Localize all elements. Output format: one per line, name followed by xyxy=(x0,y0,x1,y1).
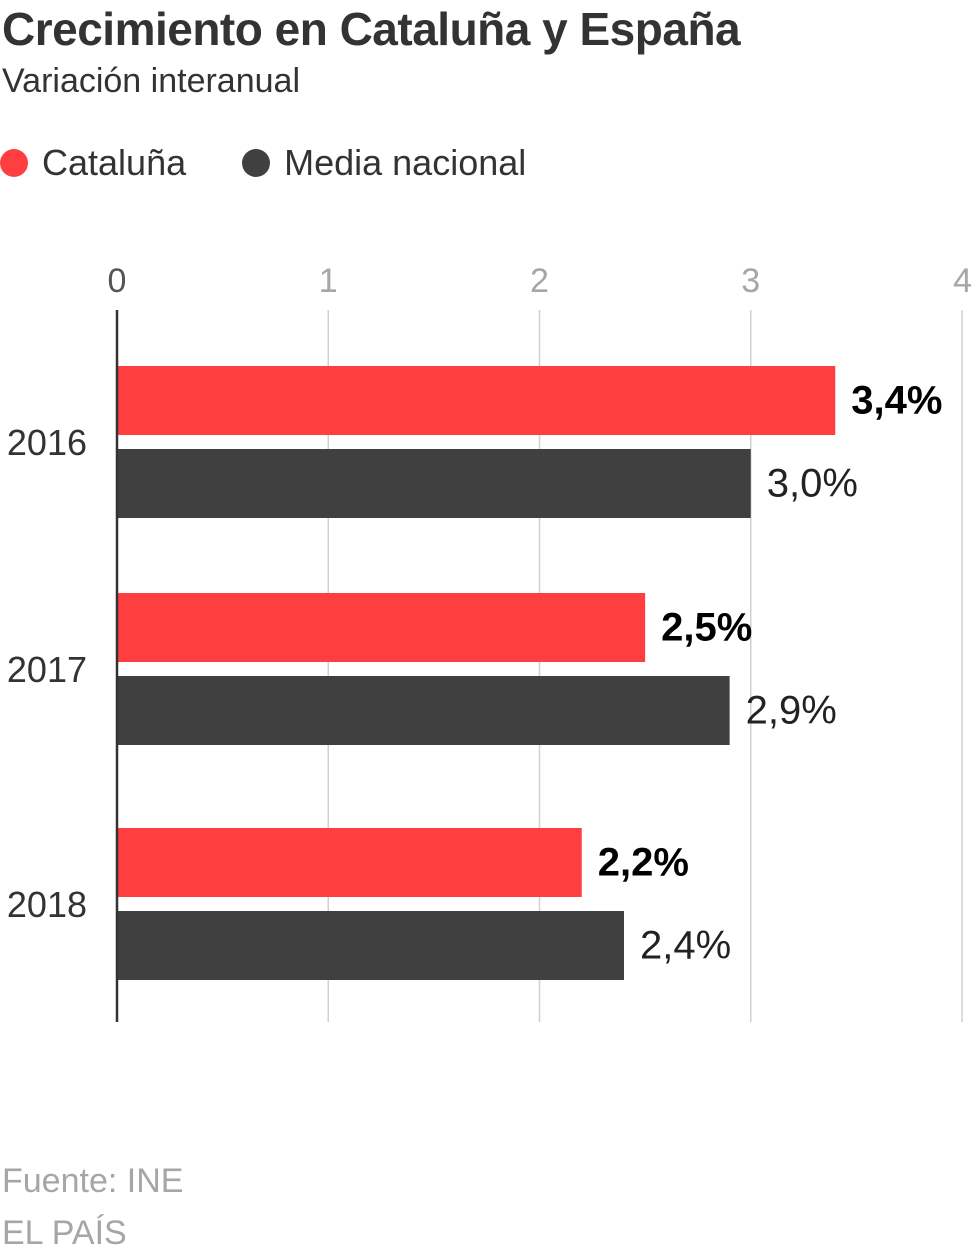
bar-media-nacional-2018 xyxy=(117,911,624,980)
data-label-media-nacional-2018: 2,4% xyxy=(640,924,731,968)
bar-cataluna-2017 xyxy=(117,593,646,662)
data-label-cataluna-2016: 3,4% xyxy=(851,379,942,423)
legend-item-cataluna: Cataluña xyxy=(0,142,186,184)
bar-media-nacional-2016 xyxy=(117,449,751,518)
bar-cataluna-2018 xyxy=(117,828,582,897)
x-tick-label-2: 2 xyxy=(530,262,549,300)
x-tick-label-4: 4 xyxy=(953,262,972,300)
category-label-2016: 2016 xyxy=(7,422,87,463)
chart-title: Crecimiento en Cataluña y España xyxy=(2,3,741,55)
data-label-cataluna-2017: 2,5% xyxy=(661,606,752,650)
legend-label-cataluna: Cataluña xyxy=(42,142,187,183)
source-note: Fuente: INE xyxy=(2,1162,184,1200)
legend: Cataluña Media nacional xyxy=(0,140,582,186)
category-label-2018: 2018 xyxy=(7,884,87,925)
category-label-2017: 2017 xyxy=(7,649,87,690)
bar-cataluna-2016 xyxy=(117,366,836,435)
chart-subtitle: Variación interanual xyxy=(2,62,300,100)
x-tick-label-3: 3 xyxy=(741,262,760,300)
brand-logo-text: EL PAÍS xyxy=(2,1214,127,1252)
data-label-cataluna-2018: 2,2% xyxy=(598,841,689,885)
data-label-media-nacional-2017: 2,9% xyxy=(746,689,837,733)
legend-swatch-cataluna xyxy=(0,149,28,177)
x-tick-label-0: 0 xyxy=(108,262,127,300)
data-label-media-nacional-2016: 3,0% xyxy=(767,462,858,506)
legend-item-media-nacional: Media nacional xyxy=(242,142,526,184)
legend-swatch-media-nacional xyxy=(242,149,271,177)
x-tick-label-1: 1 xyxy=(319,262,338,300)
legend-label-media-nacional: Media nacional xyxy=(284,142,527,183)
bar-media-nacional-2017 xyxy=(117,676,730,745)
